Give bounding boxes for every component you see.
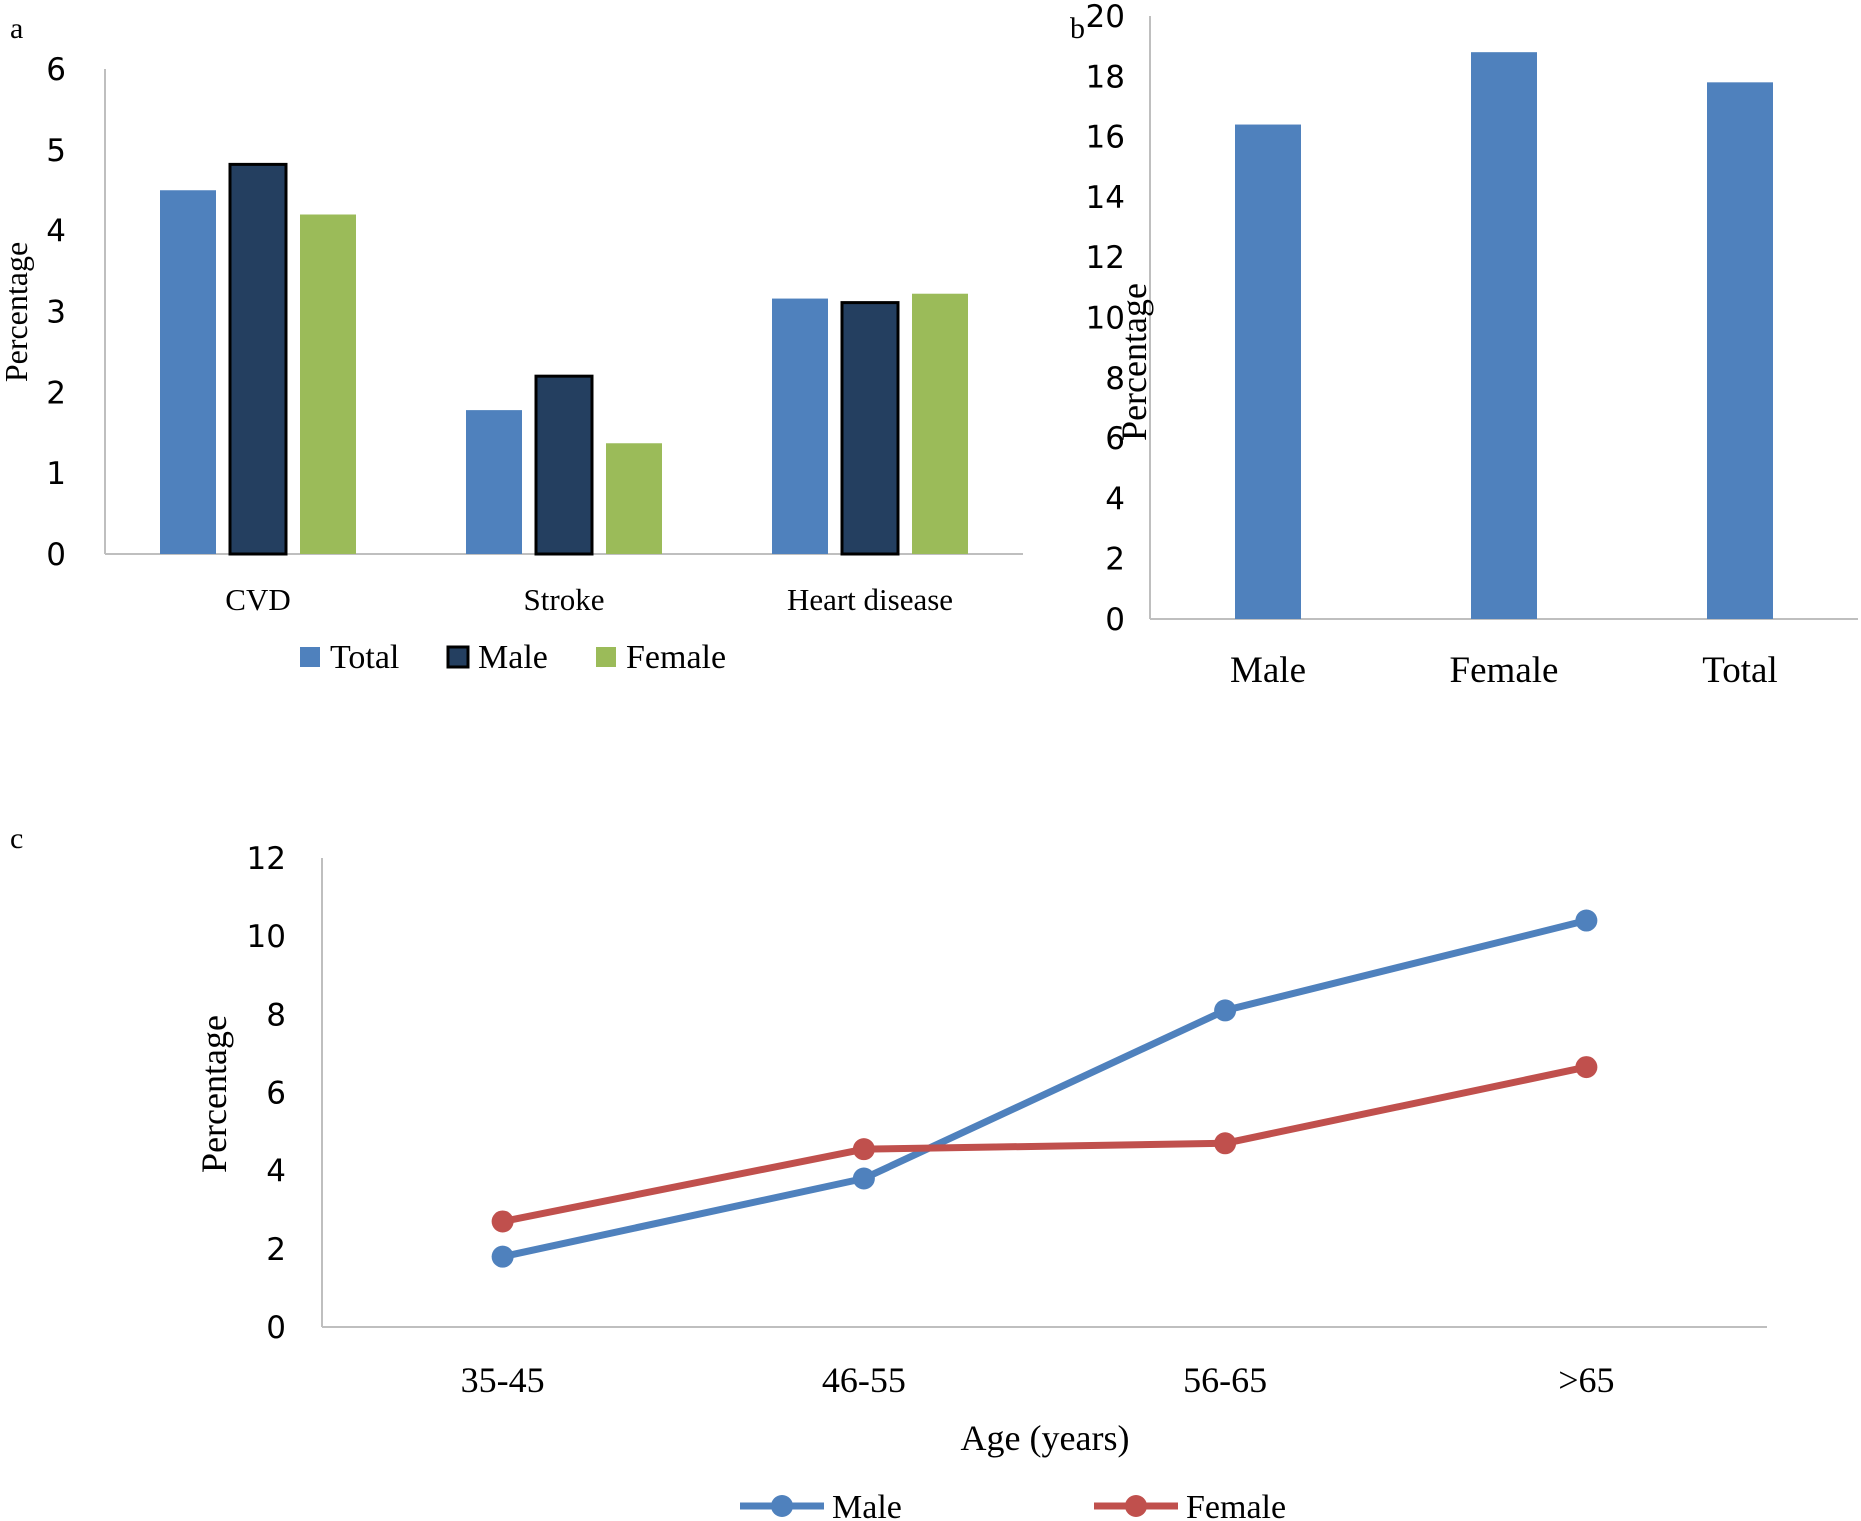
b-y-tick-label: 4	[1105, 481, 1125, 517]
b-x-tick-label: Total	[1702, 650, 1778, 691]
chart-a: 0 1 2 3 4 5 6 CVD Stroke Heart disease Percentage T…	[0, 52, 1023, 676]
c-point-male-46-55	[852, 1167, 875, 1190]
c-x-tick-label: >65	[1558, 1360, 1614, 1400]
c-point-male-65	[1575, 909, 1598, 932]
c-point-female-46-55	[852, 1138, 875, 1161]
b-y-tick-label: 16	[1086, 120, 1125, 156]
b-x-tick-label: Female	[1450, 650, 1559, 691]
a-legend-label-total: Total	[330, 639, 399, 676]
c-line-male	[501, 917, 1588, 1261]
c-y-axis-label: Percentage	[194, 1015, 234, 1173]
a-bar-male-cvd	[228, 162, 288, 556]
c-x-tick-label: 35-45	[461, 1360, 545, 1400]
c-point-female-56-65	[1214, 1132, 1237, 1155]
a-y-tick-label: 1	[46, 456, 66, 492]
a-bar-total-cvd	[160, 190, 216, 554]
a-x-tick-label: Stroke	[524, 582, 605, 617]
chart-c: 0 2 4 6 8 10 12 35-45 46-55 56-65 >65 Age (years) Pe…	[194, 841, 1767, 1521]
a-y-tick-label: 4	[46, 214, 66, 250]
a-bar-total-heart-disease	[772, 298, 828, 554]
b-y-tick-label: 6	[1105, 421, 1125, 457]
c-y-tick-label: 12	[247, 841, 286, 877]
b-bar-male	[1235, 124, 1301, 619]
c-y-tick-label: 6	[266, 1076, 286, 1112]
c-x-axis-label: Age (years)	[961, 1418, 1130, 1458]
a-legend-label-male: Male	[478, 639, 548, 676]
a-y-tick-label: 0	[46, 537, 66, 573]
a-bar-female-cvd	[300, 214, 356, 554]
b-y-axis-label: Percentage	[1114, 283, 1154, 441]
c-legend-label-female: Female	[1186, 1489, 1286, 1521]
c-point-male-56-65	[1214, 999, 1237, 1022]
a-legend-label-female: Female	[626, 639, 726, 676]
panel-c-label: c	[10, 822, 23, 855]
c-y-tick-label: 0	[266, 1310, 286, 1346]
c-y-tick-label: 2	[266, 1232, 286, 1268]
a-y-tick-label: 2	[46, 375, 66, 411]
a-bar-total-stroke	[466, 410, 522, 554]
c-x-tick-label: 46-55	[822, 1360, 906, 1400]
c-y-tick-label: 8	[266, 997, 286, 1033]
panel-b-label: b	[1070, 12, 1085, 45]
b-y-tick-label: 0	[1105, 602, 1125, 638]
c-x-tick-label: 56-65	[1183, 1360, 1267, 1400]
b-y-tick-label: 8	[1105, 361, 1125, 397]
c-line-female	[501, 1063, 1588, 1225]
a-bar-male-stroke	[534, 374, 594, 556]
b-x-tick-label: Male	[1230, 650, 1306, 691]
a-y-tick-label: 5	[46, 133, 66, 169]
c-point-male-35-45	[491, 1245, 514, 1268]
chart-b: 0 2 4 6 8 10 12 14 16 18 20 Male Female Total Percenta…	[1086, 0, 1858, 691]
a-bar-male-heart-disease	[840, 301, 900, 556]
b-y-tick-label: 14	[1086, 180, 1125, 216]
b-bar-female	[1471, 52, 1537, 620]
c-point-female-35-45	[491, 1210, 514, 1233]
b-bar-total	[1707, 82, 1773, 619]
c-y-tick-label: 4	[266, 1154, 286, 1190]
panel-a-label: a	[10, 12, 23, 45]
a-y-tick-label: 6	[46, 52, 66, 88]
a-legend-swatch-male	[446, 645, 470, 669]
c-y-tick-label: 10	[247, 919, 286, 955]
a-x-tick-label: CVD	[225, 582, 290, 617]
a-legend-swatch-female	[596, 647, 616, 667]
c-legend-label-male: Male	[832, 1489, 902, 1521]
a-y-axis-label: Percentage	[0, 242, 34, 382]
b-y-tick-label: 12	[1086, 240, 1125, 276]
a-y-tick-label: 3	[46, 295, 66, 331]
a-x-tick-label: Heart disease	[787, 582, 953, 617]
a-bar-female-stroke	[606, 443, 662, 554]
c-legend-marker-male	[771, 1495, 793, 1517]
b-y-tick-label: 18	[1086, 59, 1125, 95]
b-y-tick-label: 10	[1086, 301, 1125, 337]
a-bar-female-heart-disease	[912, 293, 968, 554]
b-y-tick-label: 2	[1105, 542, 1125, 578]
b-y-tick-label: 20	[1086, 0, 1125, 35]
c-point-female-65	[1575, 1056, 1598, 1079]
a-legend-swatch-total	[300, 647, 320, 667]
c-legend-marker-female	[1125, 1495, 1147, 1517]
